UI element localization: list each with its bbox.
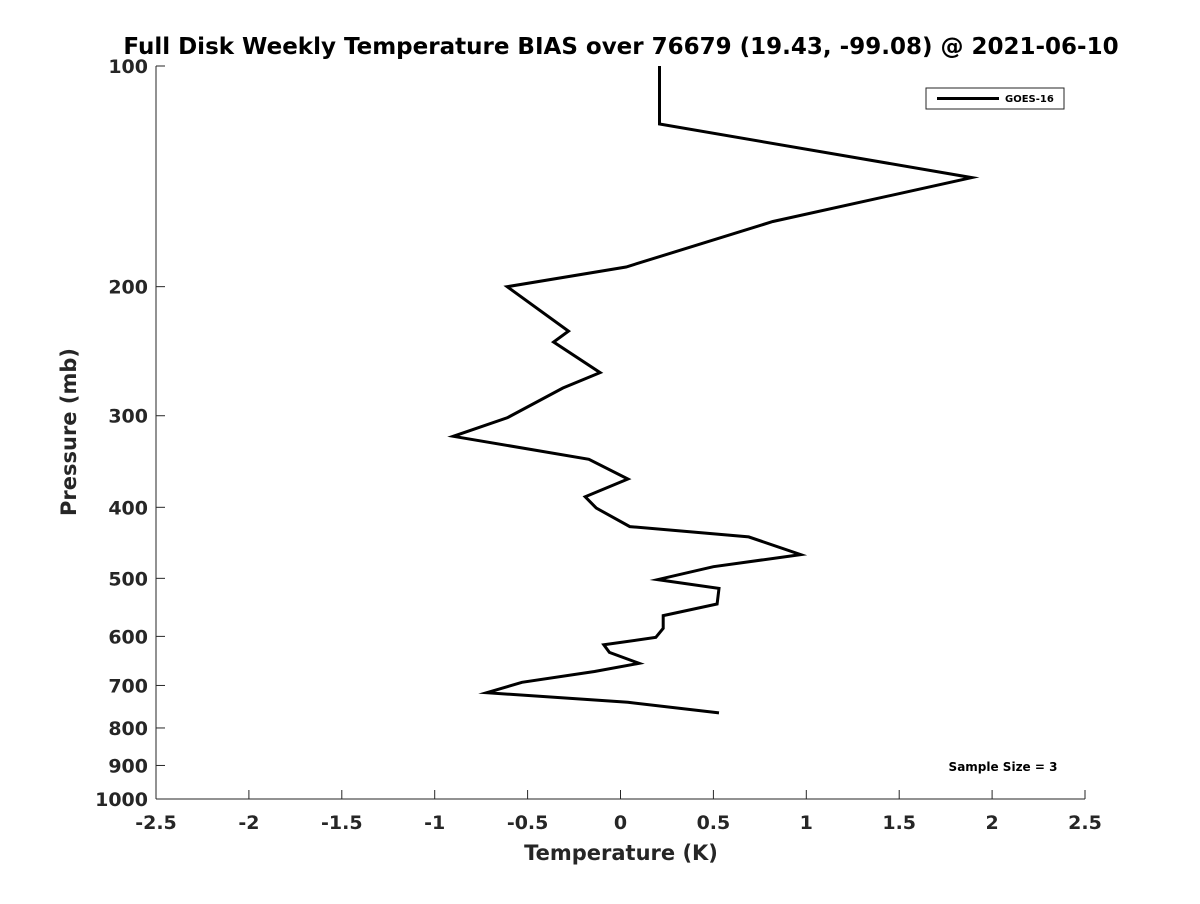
- x-tick-label: 0.5: [697, 812, 731, 834]
- y-axis-label: Pressure (mb): [57, 348, 81, 516]
- legend: GOES-16: [925, 87, 1065, 110]
- x-tick-label: -2.5: [135, 812, 177, 834]
- series-layer: [447, 66, 980, 715]
- x-tick-label: -1: [424, 812, 445, 834]
- x-tick-label: 2: [985, 812, 998, 834]
- chart-title: Full Disk Weekly Temperature BIAS over 7…: [123, 34, 1118, 60]
- y-tick-label: 200: [108, 277, 148, 299]
- legend-label-goes-16: GOES-16: [1005, 94, 1054, 105]
- y-tick-label: 700: [108, 675, 148, 697]
- sample-size-annotation: Sample Size = 3: [949, 760, 1058, 774]
- y-tick-label: 800: [108, 718, 148, 740]
- y-tick-label: 300: [108, 406, 148, 428]
- x-tick-label: 0: [614, 812, 627, 834]
- y-tick-label: 900: [108, 755, 148, 777]
- x-tick-label: -2: [238, 812, 259, 834]
- x-tick-label: 2.5: [1068, 812, 1102, 834]
- series-line-0: [447, 66, 980, 715]
- y-tick-label: 100: [108, 56, 148, 78]
- plot-area-frame: [156, 66, 1085, 799]
- x-tick-label: 1.5: [882, 812, 916, 834]
- x-tick-label: -1.5: [321, 812, 363, 834]
- y-tick-label: 1000: [95, 789, 148, 811]
- y-tick-label: 400: [108, 497, 148, 519]
- x-axis-label: Temperature (K): [524, 841, 718, 865]
- y-tick-label: 600: [108, 626, 148, 648]
- x-tick-label: 1: [800, 812, 813, 834]
- axes-layer: [155, 66, 1085, 800]
- ticks-layer: -2.5 -2 -1.5 -1 -0.5 0 0.5 1 1.5 2 2.5 100 200 300 400…: [95, 56, 1102, 834]
- x-tick-label: -0.5: [507, 812, 549, 834]
- y-tick-label: 500: [108, 568, 148, 590]
